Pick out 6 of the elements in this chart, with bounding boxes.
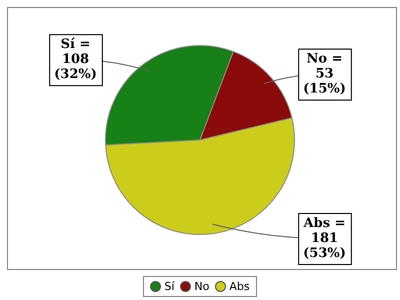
- data-label: No = 53 (15%): [303, 52, 346, 97]
- legend-label: No: [194, 280, 210, 293]
- data-label: Sí = 108 (32%): [54, 37, 97, 82]
- data-label: Abs = 181 (53%): [302, 216, 346, 261]
- legend-label: Sí: [164, 280, 174, 293]
- legend-label: Abs: [229, 280, 250, 293]
